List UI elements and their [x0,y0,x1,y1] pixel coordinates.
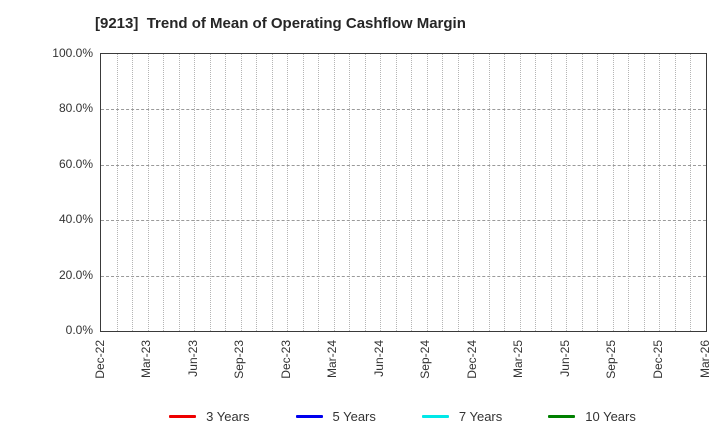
vertical-gridline [349,54,351,331]
vertical-gridline [147,54,149,331]
vertical-gridline [535,54,537,331]
vertical-gridline [364,54,366,331]
y-tick-label: 20.0% [58,267,93,282]
vertical-gridline [178,54,180,331]
legend-label: 10 Years [585,409,636,424]
x-tick-label: Dec-24 [464,340,479,379]
legend: 3 Years 5 Years 7 Years 10 Years [100,409,705,424]
vertical-gridline [271,54,273,331]
chart-title: [9213] Trend of Mean of Operating Cashfl… [95,15,466,32]
x-tick-label: Sep-24 [418,340,433,379]
horizontal-gridline [101,109,706,111]
vertical-gridline [504,54,506,331]
legend-line-swatch [295,415,323,418]
y-tick-label: 0.0% [65,323,93,337]
y-tick-label: 100.0% [52,46,93,60]
legend-line-swatch [169,415,197,418]
vertical-gridline [643,54,645,331]
vertical-gridline [209,54,211,331]
vertical-gridline [612,54,614,331]
x-tick-label: Jun-25 [557,340,572,377]
vertical-gridline [519,54,521,331]
x-tick-label: Sep-23 [232,340,247,379]
vertical-gridline [597,54,599,331]
vertical-gridline [674,54,676,331]
y-tick-label: 60.0% [58,156,93,171]
vertical-gridline [318,54,320,331]
vertical-gridline [442,54,444,331]
x-tick-label: Sep-25 [604,340,619,379]
legend-item: 5 Years [295,409,376,424]
vertical-gridline [457,54,459,331]
vertical-gridline [628,54,630,331]
vertical-gridline [550,54,552,331]
y-tick-label: 40.0% [58,212,93,227]
vertical-gridline [287,54,289,331]
legend-label: 5 Years [332,409,376,424]
vertical-gridline [566,54,568,331]
x-tick-label: Dec-22 [92,340,107,379]
vertical-gridline [256,54,258,331]
x-tick-label: Jun-24 [371,340,386,377]
legend-label: 3 Years [206,409,250,424]
legend-line-swatch [421,415,449,418]
vertical-gridline [240,54,242,331]
vertical-gridline [132,54,134,331]
vertical-gridline [659,54,661,331]
legend-item: 7 Years [421,409,503,424]
vertical-gridline [690,54,692,331]
horizontal-gridline [101,220,706,222]
x-tick-label: Mar-26 [697,340,712,379]
x-tick-label: Mar-23 [139,340,154,379]
x-tick-label: Mar-24 [325,340,340,379]
vertical-gridline [302,54,304,331]
vertical-gridline [426,54,428,331]
legend-label: 7 Years [458,409,503,424]
legend-line-swatch [548,415,576,418]
x-tick-label: Dec-25 [650,340,665,379]
vertical-gridline [194,54,196,331]
y-tick-label: 80.0% [58,101,93,116]
vertical-gridline [488,54,490,331]
vertical-gridline [395,54,397,331]
vertical-gridline [333,54,335,331]
vertical-gridline [380,54,382,331]
horizontal-gridline [101,275,706,277]
vertical-gridline [581,54,583,331]
x-tick-label: Mar-25 [511,340,526,379]
vertical-gridline [163,54,165,331]
vertical-gridline [411,54,413,331]
horizontal-gridline [101,164,706,166]
x-tick-label: Jun-23 [185,340,200,377]
x-tick-label: Dec-23 [278,340,293,379]
plot-area [100,53,707,332]
legend-item: 10 Years [548,409,636,424]
legend-item: 3 Years [169,409,250,424]
vertical-gridline [473,54,475,331]
vertical-gridline [225,54,227,331]
vertical-gridline [116,54,118,331]
